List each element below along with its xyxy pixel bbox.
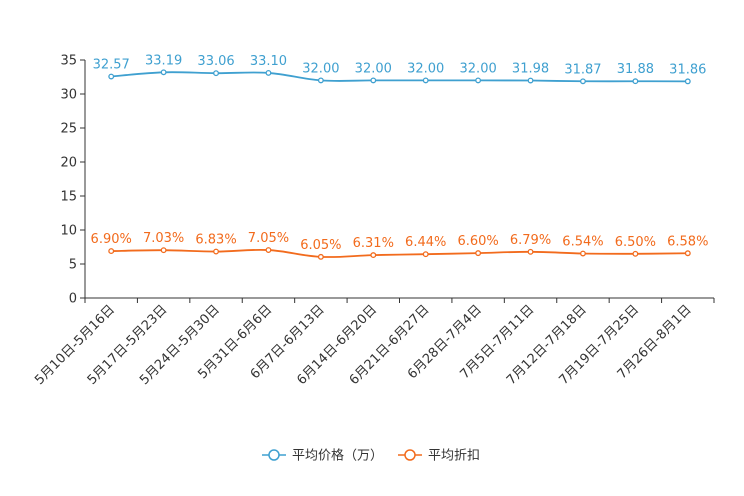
data-point xyxy=(527,248,534,255)
data-point xyxy=(422,251,429,258)
data-point xyxy=(684,78,691,85)
data-point xyxy=(422,77,429,84)
data-label: 6.58% xyxy=(667,234,708,249)
data-label: 6.44% xyxy=(405,235,446,250)
series-line-1 xyxy=(111,71,688,83)
data-label: 6.83% xyxy=(195,233,236,248)
data-point xyxy=(213,70,219,77)
data-point xyxy=(108,73,115,80)
legend-label: 平均价格（万） xyxy=(292,448,383,464)
data-label: 33.06 xyxy=(197,54,234,69)
data-label: 6.60% xyxy=(457,234,498,249)
data-label: 32.00 xyxy=(302,61,339,76)
data-point xyxy=(632,78,639,85)
y-tick-label: 35 xyxy=(60,54,77,69)
data-label: 32.00 xyxy=(407,61,444,76)
data-label: 6.50% xyxy=(615,235,656,250)
y-tick-label: 15 xyxy=(60,190,77,205)
data-point xyxy=(108,248,115,255)
data-label: 33.10 xyxy=(250,54,287,69)
data-label: 6.54% xyxy=(562,235,603,250)
data-label: 7.05% xyxy=(248,231,289,246)
data-point xyxy=(160,247,167,254)
y-tick-label: 25 xyxy=(60,122,77,137)
data-label: 31.98 xyxy=(512,62,549,77)
data-label: 6.90% xyxy=(91,232,132,247)
data-label: 32.00 xyxy=(355,61,392,76)
data-point xyxy=(317,253,324,260)
data-point xyxy=(265,247,272,254)
data-label: 6.79% xyxy=(510,233,551,248)
data-point xyxy=(370,77,377,84)
legend-swatch-marker xyxy=(404,449,416,461)
y-tick-label: 30 xyxy=(60,88,77,103)
data-label: 31.88 xyxy=(617,62,654,77)
data-point xyxy=(580,250,586,257)
data-point xyxy=(475,250,482,257)
data-label: 31.86 xyxy=(669,62,706,77)
data-point xyxy=(317,77,324,84)
data-point xyxy=(580,78,586,85)
data-label: 7.03% xyxy=(143,231,184,246)
data-point xyxy=(684,250,691,257)
y-tick-label: 5 xyxy=(69,258,77,273)
data-point xyxy=(265,69,272,76)
y-tick-label: 10 xyxy=(60,224,77,239)
data-label: 32.57 xyxy=(93,58,130,73)
y-tick-label: 0 xyxy=(69,292,77,307)
data-point xyxy=(527,77,534,84)
data-point xyxy=(370,252,377,259)
legend-swatch-marker xyxy=(268,449,280,461)
data-point xyxy=(160,69,167,76)
data-label: 6.05% xyxy=(300,238,341,253)
data-point xyxy=(213,248,219,255)
data-point xyxy=(475,77,482,84)
data-point xyxy=(632,250,639,257)
data-label: 6.31% xyxy=(353,236,394,251)
data-label: 31.87 xyxy=(564,62,601,77)
series-line-2 xyxy=(111,248,688,258)
data-label: 33.19 xyxy=(145,53,182,68)
legend-label: 平均折扣 xyxy=(428,449,480,464)
data-label: 32.00 xyxy=(460,61,497,76)
y-tick-label: 20 xyxy=(60,156,77,171)
